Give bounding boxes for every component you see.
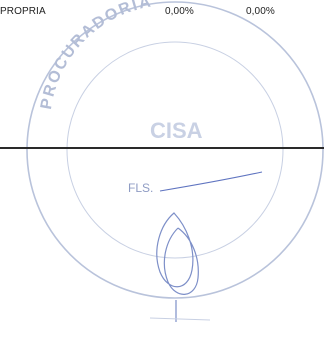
row-label: PROPRIA bbox=[0, 6, 46, 17]
signature-mark bbox=[156, 212, 199, 322]
stamp-middle-text: CISA bbox=[150, 118, 203, 143]
stamp-fls-label: FLS. bbox=[128, 181, 153, 195]
horizontal-rule bbox=[0, 147, 324, 149]
fls-handwritten-line bbox=[159, 171, 263, 192]
stamp-inner-ring bbox=[66, 41, 284, 259]
row-value-2: 0,00% bbox=[246, 6, 275, 17]
stamp-arc-text: PROCURADORIA bbox=[38, 0, 154, 111]
stamp-outer-ring bbox=[26, 1, 324, 299]
stamp-bottom-tick bbox=[149, 317, 211, 321]
row-value-1: 0,00% bbox=[165, 6, 194, 17]
